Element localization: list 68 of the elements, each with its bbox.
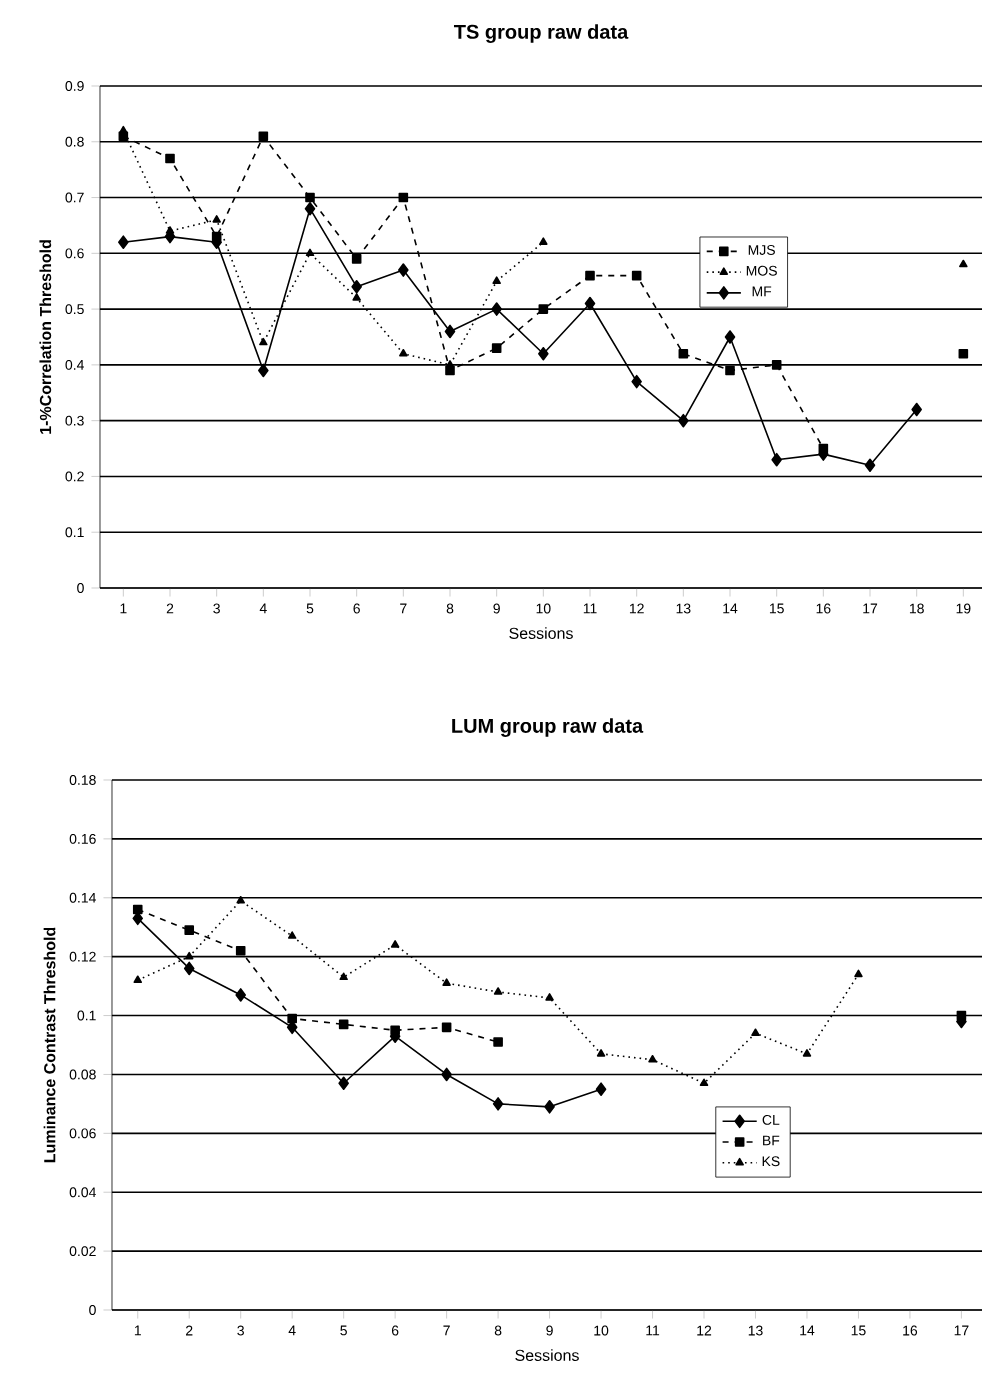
x-tick-label: 3 — [213, 603, 220, 614]
y-tick-label: 0.6 — [65, 248, 84, 259]
legend-label: BF — [763, 1135, 780, 1146]
x-tick-label: 6 — [391, 1325, 399, 1336]
legend-label: CL — [762, 1114, 780, 1125]
y-tick-label: 0.14 — [69, 892, 96, 903]
legend-label: KS — [762, 1156, 780, 1167]
x-tick-label: 18 — [909, 603, 924, 614]
x-axis-title: Sessions — [509, 627, 573, 639]
x-tick-label: 16 — [816, 603, 831, 614]
y-tick-label: 0.5 — [65, 304, 84, 315]
x-tick-label: 17 — [863, 603, 878, 614]
x-tick-label: 10 — [536, 603, 551, 614]
x-tick-label: 10 — [594, 1325, 609, 1336]
y-axis-title: 1-%Correlation Threshold — [39, 240, 52, 434]
x-tick-label: 16 — [903, 1325, 918, 1336]
x-tick-label: 7 — [400, 603, 407, 614]
y-tick-label: 0.08 — [69, 1069, 96, 1080]
x-tick-label: 4 — [288, 1325, 296, 1336]
x-tick-label: 19 — [956, 603, 971, 614]
y-tick-label: 0.18 — [69, 775, 96, 785]
y-tick-label: 0.02 — [69, 1246, 96, 1257]
x-tick-label: 1 — [120, 603, 127, 614]
x-tick-label: 1 — [134, 1325, 141, 1336]
y-tick-label: 0.9 — [65, 81, 84, 91]
y-axis-title: Luminance Contrast Threshold — [43, 927, 56, 1163]
y-tick-label: 0.1 — [65, 527, 84, 538]
y-tick-label: 0.2 — [65, 471, 84, 482]
x-tick-label: 8 — [446, 603, 454, 614]
x-tick-label: 5 — [340, 1325, 347, 1336]
x-tick-label: 2 — [186, 1325, 193, 1336]
y-tick-label: 0.06 — [69, 1128, 96, 1139]
x-tick-label: 7 — [443, 1325, 450, 1336]
y-tick-label: 0 — [89, 1305, 96, 1315]
y-tick-label: 0.8 — [65, 136, 84, 147]
legend-label: MF — [752, 286, 772, 297]
x-tick-label: 9 — [493, 603, 500, 614]
x-tick-label: 15 — [769, 603, 784, 614]
x-tick-label: 17 — [954, 1325, 969, 1336]
x-tick-label: 5 — [306, 603, 314, 614]
x-tick-label: 13 — [748, 1325, 763, 1336]
x-tick-label: 6 — [353, 603, 360, 614]
x-tick-label: 9 — [546, 1325, 553, 1336]
x-axis-title: Sessions — [515, 1349, 579, 1361]
x-tick-label: 14 — [800, 1325, 815, 1336]
y-tick-label: 0.1 — [77, 1010, 96, 1021]
legend-label: MOS — [746, 265, 777, 276]
x-tick-label: 13 — [676, 603, 691, 614]
x-tick-label: 11 — [646, 1325, 660, 1336]
y-tick-label: 0.3 — [65, 415, 84, 426]
chart-title: TS group raw data — [453, 24, 629, 43]
x-tick-label: 14 — [723, 603, 738, 614]
x-tick-label: 11 — [583, 603, 597, 614]
x-tick-label: 12 — [629, 603, 644, 614]
y-tick-label: 0.7 — [65, 192, 84, 203]
y-tick-label: 0.16 — [69, 833, 96, 844]
legend-label: MJS — [748, 245, 775, 255]
x-tick-label: 15 — [851, 1325, 866, 1336]
x-tick-label: 12 — [697, 1325, 712, 1336]
y-tick-label: 0 — [77, 583, 84, 593]
x-tick-label: 4 — [259, 603, 267, 614]
y-tick-label: 0.12 — [69, 951, 96, 962]
x-tick-label: 8 — [494, 1325, 502, 1336]
x-tick-label: 3 — [237, 1325, 244, 1336]
x-tick-label: 2 — [166, 603, 174, 614]
y-tick-label: 0.04 — [69, 1187, 96, 1198]
y-tick-label: 0.4 — [65, 359, 84, 370]
chart-title: LUM group raw data — [452, 718, 644, 737]
